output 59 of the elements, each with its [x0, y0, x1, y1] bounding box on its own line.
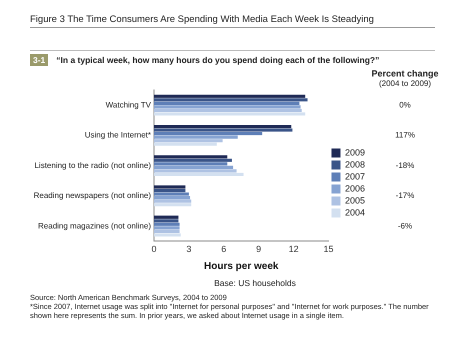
legend-label: 2009: [344, 147, 366, 158]
y-tick-label: Listening to the radio (not online): [34, 160, 152, 170]
bar: [154, 124, 292, 128]
bar: [154, 132, 262, 136]
bar: [154, 94, 306, 98]
legend-label: 2007: [344, 171, 366, 182]
text: Percent change: [371, 68, 439, 78]
bar: [154, 196, 190, 200]
bar: [154, 105, 301, 108]
bar: [154, 172, 244, 176]
x-tick-label: 9: [256, 244, 262, 254]
text: 3-1: [30, 54, 48, 66]
bar: [154, 136, 238, 139]
x-tick-label: 6: [221, 244, 226, 254]
bar: [154, 102, 300, 105]
bar: [154, 233, 181, 236]
bar: [154, 230, 180, 233]
bar: [154, 108, 302, 112]
legend-label: 2008: [344, 159, 366, 170]
y-tick-label: Watching TV: [106, 100, 152, 110]
text: 0%: [399, 100, 411, 110]
text: -6%: [398, 221, 412, 230]
text: (2004 to 2009): [378, 79, 432, 88]
x-tick-label: 3: [186, 244, 192, 254]
bar: [154, 226, 180, 230]
text: -18%: [396, 160, 414, 170]
bar: [154, 166, 234, 169]
x-axis-title: Hours per week: [204, 260, 279, 272]
bar: [154, 128, 292, 132]
chart-subtitle: “In a typical week, how many hours do you spend doing each of the following?”: [56, 55, 380, 65]
x-tick-label: 12: [288, 244, 299, 254]
x-tick-label: 15: [323, 244, 334, 254]
text: 117%: [395, 130, 415, 140]
bar: [154, 216, 178, 219]
bar: [154, 203, 192, 206]
bar: [154, 155, 228, 158]
bar: [154, 169, 237, 172]
x-tick-label: 0: [151, 244, 157, 254]
y-tick-label: Reading newspapers (not online): [34, 191, 152, 200]
bar: [154, 142, 217, 146]
legend-label: 2005: [344, 195, 366, 206]
y-tick-label: Reading magazines (not online): [38, 221, 152, 230]
chart-title: Figure 3 The Time Consumers Are Spending With Media Each Week Is Steadying: [30, 14, 435, 28]
bar: [154, 158, 232, 162]
bar: [154, 200, 192, 203]
text: Base: US households: [213, 278, 297, 288]
bar: [154, 185, 186, 189]
y-tick-label: Using the Internet*: [84, 130, 151, 140]
bar: [154, 192, 189, 196]
bar: [154, 222, 180, 226]
legend-label: 2006: [344, 183, 366, 194]
bar: [154, 162, 228, 166]
legend-label: 2004: [344, 207, 366, 218]
bar: [154, 139, 223, 142]
text: -17%: [396, 191, 414, 200]
bar: [154, 219, 178, 222]
bar: [154, 98, 308, 102]
bar: [154, 188, 186, 192]
bar: [154, 112, 306, 116]
